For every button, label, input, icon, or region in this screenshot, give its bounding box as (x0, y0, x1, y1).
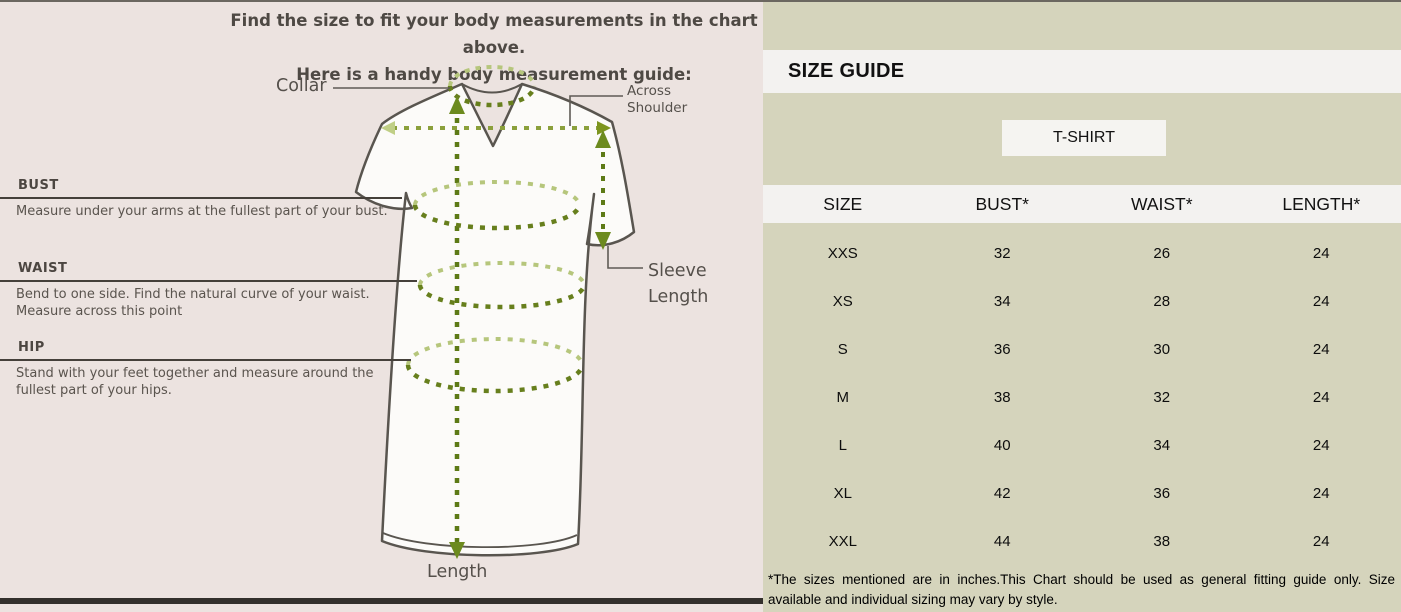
table-header-cell: SIZE (823, 193, 863, 214)
table-row: L 40 34 24 (763, 421, 1401, 469)
bust-section: BUST Measure under your arms at the full… (0, 178, 430, 220)
table-cell: XS (832, 292, 853, 310)
table-cell: 24 (1312, 244, 1330, 262)
table-cell: 24 (1312, 484, 1330, 502)
table-header-cell: WAIST* (1130, 193, 1193, 214)
table-cell: 24 (1312, 436, 1330, 454)
size-guide-panel: SIZE GUIDE T-SHIRT SIZE BUST* WAIST* LENGTH… (763, 0, 1401, 612)
tshirt-tab-button[interactable]: T-SHIRT (1002, 120, 1166, 156)
top-edge-line (0, 0, 1401, 2)
measurement-guide-title-line2: Here is a handy body measurement guide: (296, 65, 692, 84)
table-cell: 36 (1153, 484, 1171, 502)
garment-neck-band (461, 83, 523, 94)
table-cell: M (836, 388, 850, 406)
table-cell: 42 (993, 484, 1011, 502)
table-cell: 26 (1153, 244, 1171, 262)
waist-divider-line (0, 280, 417, 282)
across-shoulder-connector-line (569, 95, 623, 126)
left-panel-bottom-border (0, 598, 763, 604)
measurement-guide-title: Find the size to fit your body measureme… (226, 7, 762, 88)
collar-measure-ellipse (448, 65, 536, 87)
table-cell: 24 (1312, 388, 1330, 406)
bust-divider-line (0, 197, 402, 199)
table-row: M 38 32 24 (763, 373, 1401, 421)
hip-measure-ellipse (406, 337, 584, 366)
table-cell: 44 (993, 532, 1011, 550)
hip-divider-line (0, 359, 411, 361)
table-header-cell: BUST* (975, 193, 1029, 214)
length-arrow-top (449, 96, 465, 114)
table-row: XS 34 28 24 (763, 277, 1401, 325)
shoulder-arrow-right (597, 121, 611, 135)
table-cell: XL (833, 484, 852, 502)
length-label: Length (427, 562, 488, 582)
hip-heading: HIP (18, 340, 45, 355)
collar-label: Collar (276, 76, 327, 96)
size-table-body: XXS 32 26 24 XS 34 28 24 S 36 30 24 M 38 32 24 L 40 34 24 XL… (763, 229, 1401, 565)
bust-description: Measure under your arms at the fullest p… (16, 204, 388, 219)
table-cell: 34 (1153, 436, 1171, 454)
size-guide-footnote: *The sizes mentioned are in inches.This … (768, 572, 1395, 607)
body-measurement-diagram (333, 65, 643, 559)
body-measurement-panel: Find the size to fit your body measureme… (0, 0, 763, 612)
table-cell: 38 (993, 388, 1011, 406)
bust-measure-ellipse (413, 180, 581, 206)
table-cell: XXL (828, 532, 857, 550)
measurement-guide-title-line1: Find the size to fit your body measureme… (230, 11, 758, 57)
table-row: S 36 30 24 (763, 325, 1401, 373)
table-cell: 28 (1153, 292, 1171, 310)
table-cell: XXS (827, 244, 858, 262)
sleeve-length-connector-line (607, 246, 643, 269)
waist-section: WAIST Bend to one side. Find the natural… (0, 261, 430, 320)
table-row: XXS 32 26 24 (763, 229, 1401, 277)
hip-description: Stand with your feet together and measur… (16, 366, 374, 398)
table-cell: 24 (1312, 292, 1330, 310)
bust-heading: BUST (18, 178, 59, 193)
size-guide-title: SIZE GUIDE (788, 60, 905, 82)
table-cell: 34 (993, 292, 1011, 310)
garment-outline (354, 82, 636, 557)
table-cell: 32 (993, 244, 1011, 262)
shoulder-arrow-left (381, 121, 395, 135)
hip-section: HIP Stand with your feet together and me… (0, 340, 430, 399)
table-cell: L (838, 436, 847, 454)
table-cell: 30 (1153, 340, 1171, 358)
table-header-cell: LENGTH* (1282, 193, 1361, 214)
garment-hem-band (382, 532, 578, 549)
size-table-header: SIZE BUST* WAIST* LENGTH* (763, 185, 1401, 223)
waist-heading: WAIST (18, 261, 68, 276)
sleeve-length-label: Sleeve Length (648, 261, 709, 307)
size-guide-titlebar: SIZE GUIDE (763, 50, 1401, 93)
table-cell: 24 (1312, 340, 1330, 358)
table-cell: S (837, 340, 848, 358)
waist-measure-ellipse (418, 261, 586, 286)
table-cell: 38 (1153, 532, 1171, 550)
waist-description: Bend to one side. Find the natural curve… (16, 287, 370, 319)
table-row: XXL 44 38 24 (763, 517, 1401, 565)
length-arrow-bottom (449, 542, 465, 559)
across-shoulder-label: Across Shoulder (627, 83, 688, 116)
table-row: XL 42 36 24 (763, 469, 1401, 517)
table-cell: 32 (1153, 388, 1171, 406)
table-cell: 40 (993, 436, 1011, 454)
table-cell: 36 (993, 340, 1011, 358)
table-cell: 24 (1312, 532, 1330, 550)
